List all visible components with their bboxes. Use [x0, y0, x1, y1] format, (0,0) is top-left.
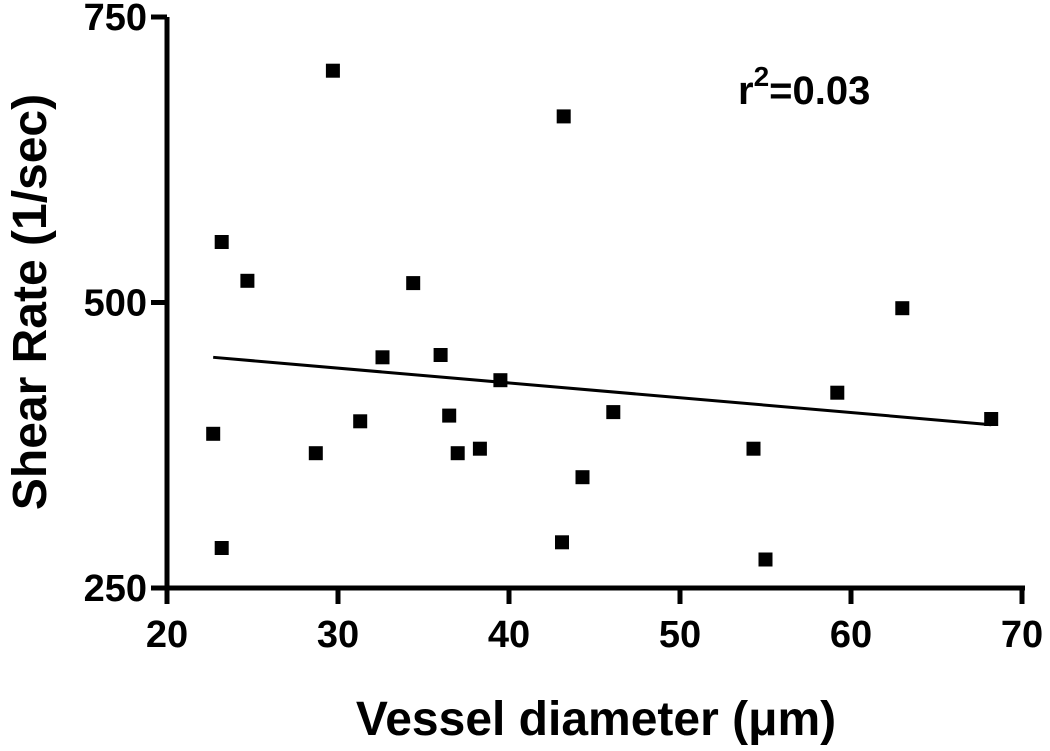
x-tick-label: 20	[146, 614, 188, 656]
data-point	[442, 408, 457, 423]
x-ticks: 20 30 40 50 60 70	[146, 588, 1043, 656]
data-point	[325, 63, 340, 78]
r-squared-base: r	[738, 69, 754, 113]
x-tick-label: 50	[659, 614, 701, 656]
data-point	[433, 348, 448, 362]
y-tick-label: 500	[84, 283, 147, 325]
data-point	[406, 276, 421, 291]
data-point	[606, 405, 621, 420]
data-point	[746, 441, 761, 456]
data-point	[575, 470, 590, 485]
data-point	[758, 552, 773, 567]
x-tick-label: 30	[317, 614, 359, 656]
data-point	[556, 109, 571, 124]
y-tick-label: 750	[84, 0, 147, 39]
y-tick-label: 250	[84, 568, 147, 610]
x-tick-label: 60	[830, 614, 872, 656]
x-axis-title: Vessel diameter (μm)	[356, 693, 836, 746]
x-tick-label: 40	[488, 614, 530, 656]
y-axis-title: Shear Rate (1/sec)	[4, 94, 57, 510]
data-point	[375, 350, 390, 365]
data-point	[895, 301, 910, 316]
r-squared-superscript: 2	[754, 61, 770, 92]
data-point	[472, 441, 487, 456]
data-point	[214, 541, 229, 555]
data-point	[214, 235, 229, 249]
data-point	[240, 273, 255, 288]
regression-line	[213, 355, 992, 427]
data-point	[984, 412, 999, 426]
data-point	[308, 446, 323, 461]
data-point	[450, 446, 465, 461]
data-points	[206, 63, 999, 567]
data-point	[206, 426, 221, 441]
data-point	[830, 385, 845, 400]
x-tick-label: 70	[1001, 614, 1043, 656]
data-point	[493, 373, 508, 388]
data-point	[555, 535, 569, 550]
data-point	[353, 414, 368, 429]
y-ticks: 250 500 750	[84, 0, 167, 610]
r-squared-value: =0.03	[769, 69, 870, 113]
r-squared-annotation: r2=0.03	[738, 61, 870, 113]
